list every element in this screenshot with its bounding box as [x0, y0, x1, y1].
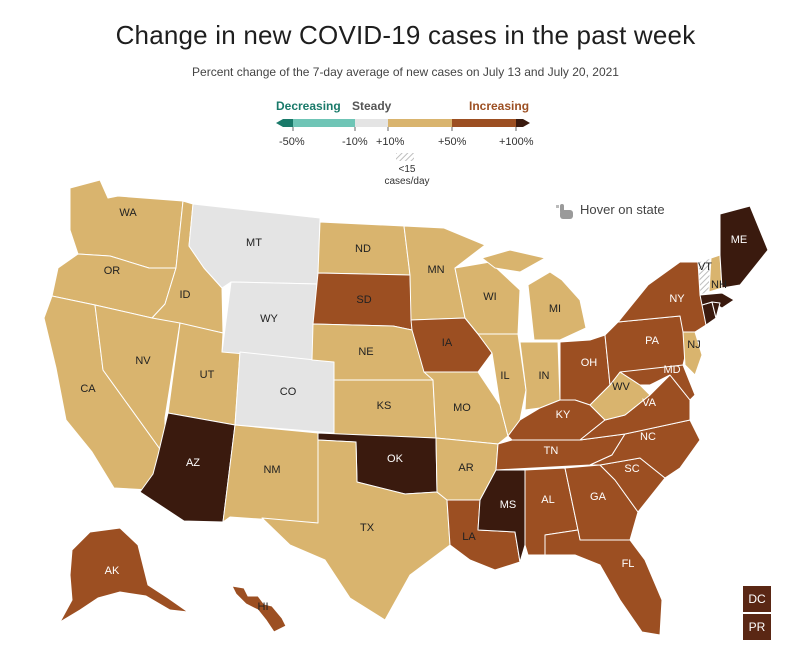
state-labels: WA OR CA ID NV UT AZ MT WY CO NM ND SD N… [80, 207, 747, 613]
label-in: IN [539, 370, 550, 382]
state-nc[interactable] [589, 419, 701, 479]
legend-tick-pos50: +50% [438, 136, 467, 148]
label-wy: WY [260, 313, 278, 325]
label-ok: OK [387, 453, 404, 465]
label-me: ME [731, 234, 748, 246]
label-ky: KY [556, 409, 571, 421]
legend-tick-pos100: +100% [499, 136, 534, 148]
label-or: OR [104, 265, 121, 277]
legend-scale [276, 119, 530, 161]
label-il: IL [500, 370, 509, 382]
legend-decreasing-label: Decreasing [276, 99, 341, 113]
label-ar: AR [458, 462, 473, 474]
label-co: CO [280, 386, 297, 398]
label-al: AL [541, 494, 554, 506]
label-ga: GA [590, 491, 607, 503]
label-sc: SC [624, 463, 639, 475]
label-az: AZ [186, 457, 200, 469]
state-hi[interactable] [231, 585, 287, 633]
legend-swatch-increasing-light [388, 119, 452, 127]
label-tx: TX [360, 522, 375, 534]
state-mi[interactable] [527, 271, 587, 341]
legend-swatch-increasing-max [516, 119, 523, 127]
label-sd: SD [356, 294, 371, 306]
label-fl: FL [622, 558, 635, 570]
state-fl[interactable] [544, 529, 663, 636]
label-id: ID [180, 289, 191, 301]
label-mi: MI [549, 303, 561, 315]
legend-swatch-steady [355, 119, 388, 127]
dc-button[interactable]: DC [743, 586, 771, 612]
label-wa: WA [119, 207, 137, 219]
label-nj: NJ [687, 339, 700, 351]
legend-swatch-small-cases [396, 153, 414, 161]
states-layer [43, 179, 769, 636]
label-mn: MN [427, 264, 444, 276]
label-mo: MO [453, 402, 471, 414]
legend-arrow-right [523, 119, 530, 127]
state-tx[interactable] [261, 439, 451, 621]
label-ne: NE [358, 346, 373, 358]
pointer-hand-icon [556, 204, 573, 219]
state-me[interactable] [719, 205, 769, 289]
label-nd: ND [355, 243, 371, 255]
label-hi: HI [258, 601, 269, 613]
legend-swatch-increasing [452, 119, 516, 127]
label-ak: AK [105, 565, 120, 577]
label-la: LA [462, 531, 476, 543]
label-ks: KS [377, 400, 392, 412]
label-tn: TN [544, 445, 559, 457]
legend-tick-neg10: -10% [342, 136, 368, 148]
chart-title: Change in new COVID-19 cases in the past… [115, 20, 696, 50]
legend-arrow-left [276, 119, 283, 127]
legend-swatch-below-neg50 [283, 119, 293, 127]
state-mi-up[interactable] [481, 249, 546, 273]
state-nv[interactable] [94, 304, 181, 457]
legend-increasing-label: Increasing [469, 99, 530, 113]
label-nc: NC [640, 431, 656, 443]
legend-steady-label: Steady [352, 99, 392, 113]
label-mt: MT [246, 237, 262, 249]
label-wv: WV [612, 381, 630, 393]
pr-button[interactable]: PR [743, 614, 771, 640]
label-nm: NM [263, 464, 280, 476]
legend-tick-pos10: +10% [376, 136, 405, 148]
state-ri[interactable] [711, 301, 721, 319]
label-ca: CA [80, 383, 96, 395]
label-ia: IA [442, 337, 453, 349]
label-oh: OH [581, 357, 598, 369]
label-nh: NH [711, 279, 727, 291]
state-ma[interactable] [699, 292, 735, 309]
legend-tick-neg50: -50% [279, 136, 305, 148]
legend-small-cases-label: <15 cases/day [377, 164, 437, 188]
label-nv: NV [135, 355, 151, 367]
label-pa: PA [645, 335, 660, 347]
legend-small-cases-line2: cases/day [384, 176, 430, 187]
state-mo[interactable] [423, 371, 509, 445]
label-vt: VT [698, 261, 712, 273]
hover-hint-label: Hover on state [580, 202, 665, 217]
legend-swatch-decreasing [293, 119, 355, 127]
hover-hint: Hover on state [580, 202, 665, 217]
chart-subtitle: Percent change of the 7-day average of n… [192, 65, 619, 79]
legend-small-cases-line1: <15 [398, 164, 416, 175]
state-ak[interactable] [59, 527, 189, 623]
label-va: VA [642, 397, 657, 409]
label-ut: UT [200, 369, 215, 381]
label-ms: MS [500, 499, 517, 511]
label-ny: NY [669, 293, 685, 305]
label-md: MD [663, 364, 680, 376]
label-wi: WI [483, 291, 496, 303]
